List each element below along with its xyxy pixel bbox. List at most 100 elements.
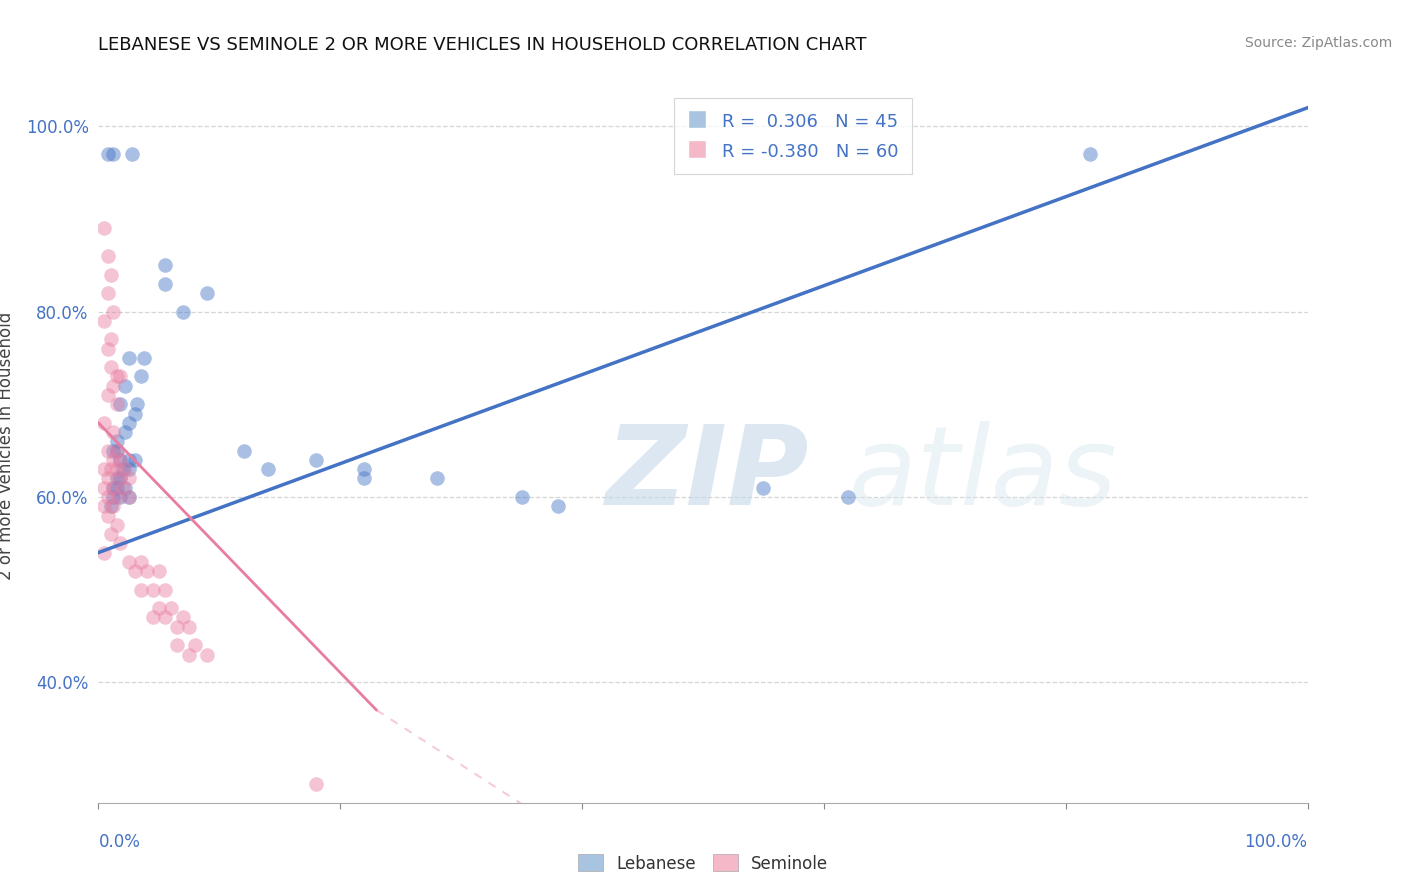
Point <box>195 648 218 662</box>
Text: Source: ZipAtlas.com: Source: ZipAtlas.com <box>1244 36 1392 50</box>
Point <box>100 462 122 476</box>
Point <box>105 471 128 485</box>
Text: atlas: atlas <box>848 421 1116 528</box>
Point <box>118 462 141 476</box>
Point <box>118 453 141 467</box>
Point <box>142 582 165 597</box>
Point <box>353 471 375 485</box>
Point <box>93 462 115 476</box>
Point <box>153 258 176 272</box>
Point <box>153 277 176 291</box>
Y-axis label: 2 or more Vehicles in Household: 2 or more Vehicles in Household <box>0 312 14 580</box>
Point <box>97 147 120 161</box>
Point <box>510 490 533 504</box>
Point <box>177 620 201 634</box>
Point <box>97 286 120 301</box>
Point <box>118 490 141 504</box>
Point <box>100 333 122 347</box>
Point <box>232 443 254 458</box>
Point <box>105 490 128 504</box>
Point <box>108 397 131 411</box>
Point <box>105 369 128 384</box>
Point <box>93 221 115 235</box>
Point <box>160 601 183 615</box>
Point <box>108 490 131 504</box>
Point <box>135 564 157 578</box>
Text: 0.0%: 0.0% <box>98 833 141 851</box>
Point <box>108 453 131 467</box>
Text: 100.0%: 100.0% <box>1244 833 1308 851</box>
Point <box>124 453 146 467</box>
Point <box>166 638 188 652</box>
Point <box>114 378 136 392</box>
Point <box>93 545 115 559</box>
Point <box>177 648 201 662</box>
Text: LEBANESE VS SEMINOLE 2 OR MORE VEHICLES IN HOUSEHOLD CORRELATION CHART: LEBANESE VS SEMINOLE 2 OR MORE VEHICLES … <box>98 36 868 54</box>
Point <box>97 490 120 504</box>
Point <box>97 443 120 458</box>
Legend: Lebanese, Seminole: Lebanese, Seminole <box>571 847 835 880</box>
Point <box>97 471 120 485</box>
Point <box>105 443 128 458</box>
Point <box>93 500 115 514</box>
Point <box>256 462 278 476</box>
Point <box>1078 147 1101 161</box>
Text: ZIP: ZIP <box>606 421 810 528</box>
Point <box>127 397 149 411</box>
Point <box>105 462 128 476</box>
Point <box>111 462 134 476</box>
Point <box>108 471 131 485</box>
Point <box>105 481 128 495</box>
Point <box>108 453 131 467</box>
Point <box>93 481 115 495</box>
Point <box>97 249 120 263</box>
Point <box>101 443 124 458</box>
Point <box>111 481 134 495</box>
Point <box>148 601 170 615</box>
Point <box>426 471 449 485</box>
Point <box>129 369 152 384</box>
Point <box>114 425 136 439</box>
Point <box>305 453 328 467</box>
Point <box>100 268 122 282</box>
Point <box>752 481 775 495</box>
Point <box>101 453 124 467</box>
Point <box>153 582 176 597</box>
Point <box>118 490 141 504</box>
Point <box>305 777 328 791</box>
Point <box>97 508 120 523</box>
Point <box>97 342 120 356</box>
Point <box>142 610 165 624</box>
Point <box>118 555 141 569</box>
Point <box>101 481 124 495</box>
Point <box>172 610 194 624</box>
Point <box>184 638 207 652</box>
Point <box>97 388 120 402</box>
Point <box>118 416 141 430</box>
Point <box>101 425 124 439</box>
Point <box>148 564 170 578</box>
Point <box>105 434 128 449</box>
Point <box>100 360 122 375</box>
Point <box>114 481 136 495</box>
Point <box>108 536 131 550</box>
Point <box>105 517 128 532</box>
Point <box>837 490 859 504</box>
Point <box>100 500 122 514</box>
Point <box>114 462 136 476</box>
Point <box>121 147 143 161</box>
Point <box>195 286 218 301</box>
Point <box>93 314 115 328</box>
Point <box>100 527 122 541</box>
Point <box>108 369 131 384</box>
Point <box>118 351 141 365</box>
Point <box>105 443 128 458</box>
Point <box>101 304 124 318</box>
Point <box>101 490 124 504</box>
Point <box>129 555 152 569</box>
Point <box>108 471 131 485</box>
Point <box>153 610 176 624</box>
Point <box>353 462 375 476</box>
Legend: R =  0.306   N = 45, R = -0.380   N = 60: R = 0.306 N = 45, R = -0.380 N = 60 <box>673 98 911 174</box>
Point <box>166 620 188 634</box>
